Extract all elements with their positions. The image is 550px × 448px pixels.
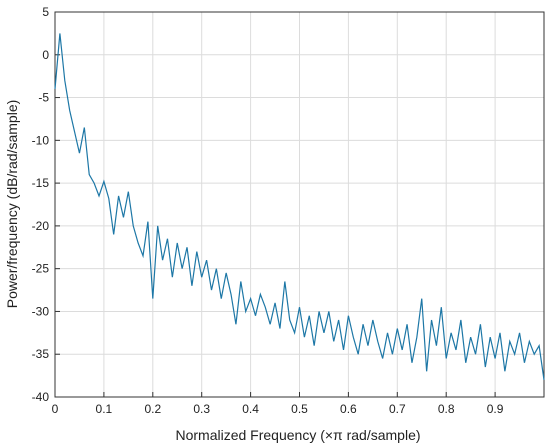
y-tick-label: -20 [32,219,50,233]
x-tick-label: 0.5 [291,402,308,416]
data-line [54,33,545,380]
x-tick-label: 0 [52,402,59,416]
y-tick-label: 5 [42,5,49,19]
x-tick-label: 0.7 [389,402,406,416]
y-axis-label: Power/frequency (dB/rad/sample) [4,100,20,309]
axes-box [54,11,545,398]
y-tick-label: -5 [38,91,49,105]
y-tick-label: -25 [32,262,50,276]
x-tick-label: 0.4 [242,402,259,416]
x-tick-label: 0.9 [487,402,504,416]
x-tick-label: 0.6 [340,402,357,416]
x-tick-label: 0.3 [193,402,210,416]
y-tick-label: -10 [32,133,50,147]
y-tick-label: -15 [32,176,50,190]
x-tick-label: 0.2 [144,402,161,416]
x-tick-label: 0.1 [96,402,113,416]
y-tick-label: 0 [42,48,49,62]
y-tick-label: -35 [32,347,50,361]
x-axis-label: Normalized Frequency (×π rad/sample) [175,427,420,443]
x-tick-label: 0.8 [438,402,455,416]
y-tick-label: -40 [32,390,50,404]
y-tick-label: -30 [32,304,50,318]
